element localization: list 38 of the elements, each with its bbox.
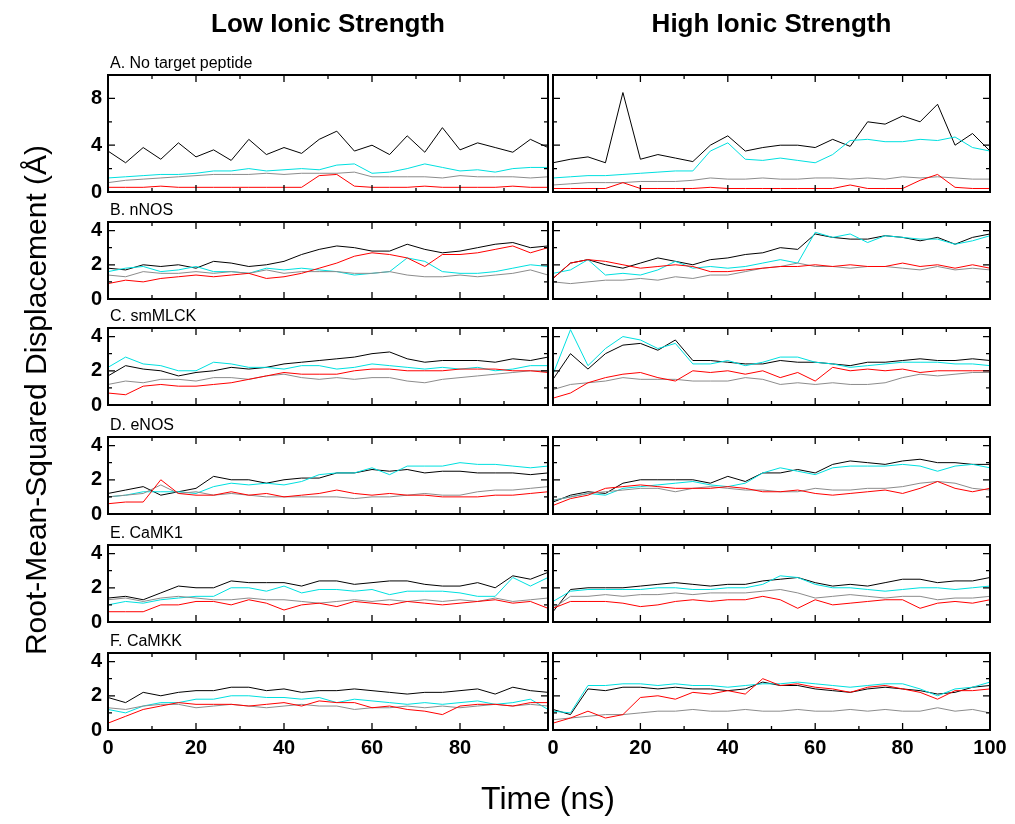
x-tick-label: 0 <box>547 735 559 758</box>
x-tick-label: 40 <box>272 735 296 758</box>
y-tick-label: 0 <box>90 179 102 202</box>
y-tick-label: 2 <box>90 358 102 381</box>
y-tick-label: 4 <box>90 132 103 155</box>
y-tick-label: 4 <box>90 433 103 456</box>
y-tick-label: 4 <box>90 324 103 347</box>
chart-subtitle: C. smMLCK <box>110 307 197 325</box>
y-axis-title: Root-Mean-Squared Displacement (Å) <box>19 144 53 656</box>
chart-subtitle: D. eNOS <box>110 416 175 434</box>
chart-title: Low Ionic Strength <box>210 8 446 39</box>
chart-subtitle: E. CaMK1 <box>110 524 183 542</box>
x-tick-label: 20 <box>629 735 652 758</box>
y-tick-label: 2 <box>90 252 102 275</box>
y-tick-label: 0 <box>90 717 102 740</box>
x-tick-label: 80 <box>891 735 914 758</box>
x-tick-label: 20 <box>184 735 208 758</box>
x-axis-title: Time (ns) <box>481 780 615 817</box>
chart-subtitle: A. No target peptide <box>110 54 253 72</box>
y-tick-label: 0 <box>90 286 102 309</box>
y-tick-label: 0 <box>90 392 102 415</box>
y-tick-label: 4 <box>90 541 103 564</box>
y-tick-label: 4 <box>90 218 103 241</box>
y-tick-label: 4 <box>90 649 103 672</box>
chart-title: High Ionic Strength <box>650 8 893 39</box>
y-tick-label: 2 <box>90 575 102 598</box>
y-tick-label: 2 <box>90 683 102 706</box>
x-tick-label: 80 <box>448 735 472 758</box>
x-tick-label: 60 <box>360 735 384 758</box>
y-tick-label: 8 <box>90 85 102 108</box>
y-tick-label: 0 <box>90 501 102 524</box>
x-tick-label: 40 <box>716 735 739 758</box>
y-tick-label: 0 <box>90 609 102 632</box>
x-tick-label: 100 <box>973 735 1007 758</box>
chart-subtitle: B. nNOS <box>110 201 174 219</box>
x-tick-label: 60 <box>804 735 827 758</box>
chart-subtitle: F. CaMKK <box>110 632 183 650</box>
y-tick-label: 2 <box>90 467 102 490</box>
